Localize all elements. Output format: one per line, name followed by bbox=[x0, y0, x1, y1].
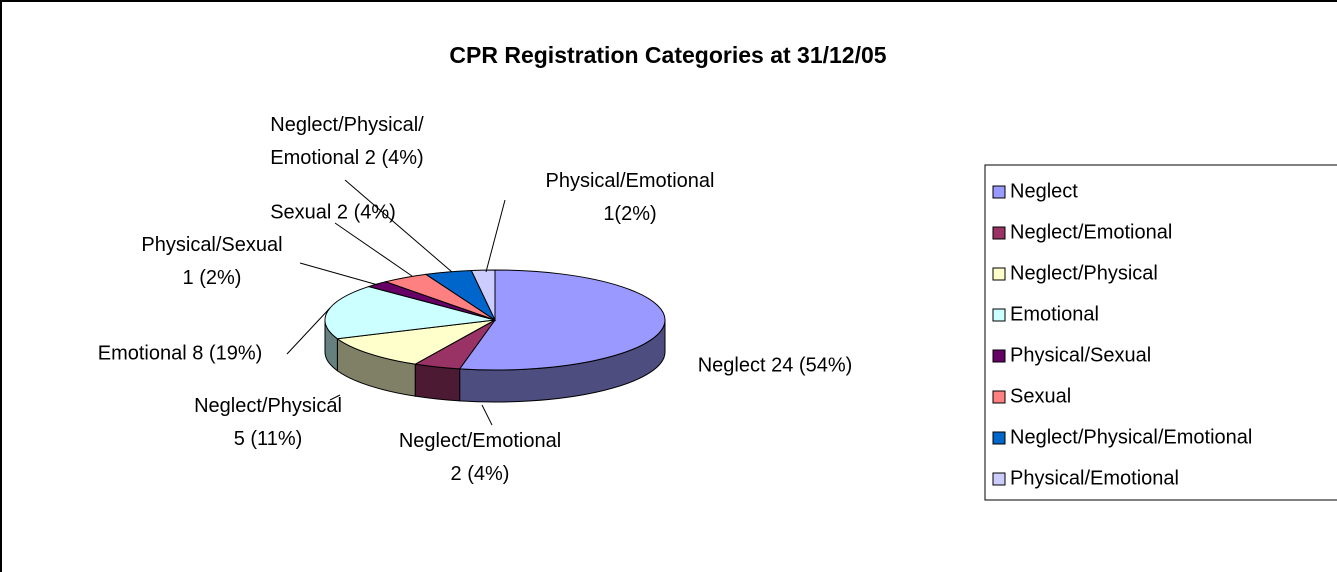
legend-label: Neglect/Physical bbox=[1010, 262, 1158, 284]
legend-swatch bbox=[992, 349, 1006, 363]
leader-line bbox=[329, 394, 341, 401]
leader-line bbox=[286, 307, 331, 355]
legend-swatch bbox=[992, 390, 1006, 404]
data-label: Physical/Sexual 1 (2%) bbox=[141, 234, 282, 289]
pie-slice bbox=[470, 269, 496, 321]
leader-line bbox=[299, 262, 379, 286]
data-label: Neglect/Emotional 2 (4%) bbox=[399, 430, 561, 485]
legend-swatch bbox=[992, 267, 1006, 281]
leader-line bbox=[344, 179, 453, 273]
legend-swatch bbox=[992, 308, 1006, 322]
legend-label: Emotional bbox=[1010, 303, 1099, 325]
data-label: Neglect/Physical/Emotional 2 (4%) bbox=[270, 114, 424, 169]
legend-swatch bbox=[992, 185, 1006, 199]
legend-swatch bbox=[992, 226, 1006, 240]
data-label: Neglect/Physical 5 (11%) bbox=[194, 395, 342, 450]
legend-label: Neglect/Physical/Emotional bbox=[1010, 426, 1252, 448]
legend-label: Sexual bbox=[1010, 385, 1071, 407]
data-label: Neglect 24 (54%) bbox=[698, 354, 853, 376]
legend-label: Physical/Emotional bbox=[1010, 467, 1179, 489]
leader-line bbox=[481, 404, 493, 426]
leader-line bbox=[334, 222, 413, 277]
pie-slice-side bbox=[414, 363, 461, 402]
leader-line bbox=[485, 199, 506, 273]
legend-swatch bbox=[992, 472, 1006, 486]
legend-label: Neglect/Emotional bbox=[1010, 221, 1172, 243]
legend-swatch bbox=[992, 431, 1006, 445]
chart-title: CPR Registration Categories at 31/12/05 bbox=[449, 42, 886, 68]
pie-slice bbox=[336, 319, 496, 365]
legend-box bbox=[984, 164, 1337, 501]
data-label: Emotional 8 (19%) bbox=[98, 342, 263, 364]
legend-label: Physical/Sexual bbox=[1010, 344, 1151, 366]
data-label: Physical/Emotional 1(2%) bbox=[546, 170, 715, 225]
legend-label: Neglect bbox=[1010, 180, 1078, 202]
data-label: Sexual 2 (4%) bbox=[270, 201, 396, 223]
pie-slice bbox=[458, 269, 666, 371]
